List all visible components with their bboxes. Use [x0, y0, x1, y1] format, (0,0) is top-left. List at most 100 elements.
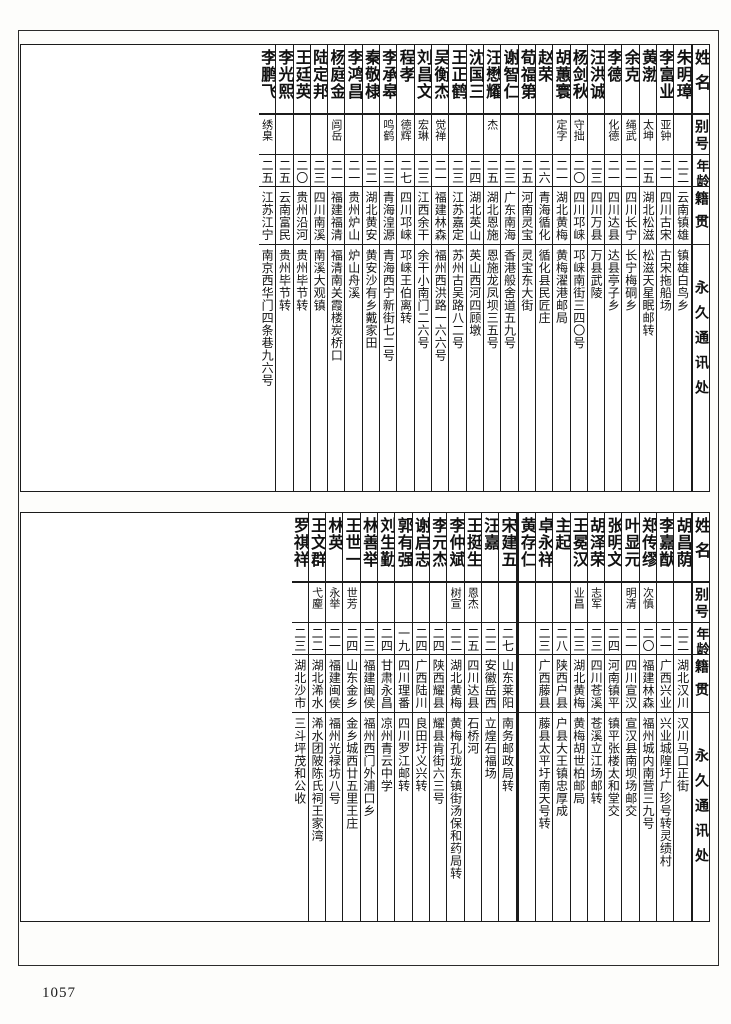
- person-alias: [535, 583, 553, 623]
- person-name: 王正鹤: [449, 45, 466, 115]
- row-label-origin-text: 籍贯: [692, 659, 709, 705]
- spacer-column: [515, 513, 517, 921]
- person-age-text: 二五: [465, 627, 480, 652]
- person-origin-text: 四川万县: [589, 191, 604, 241]
- person-column: 李嘉猷 二一 广西兴业 兴业城隍圩广珍号转灵绩村: [656, 513, 674, 921]
- person-address: 四川罗江邮转: [395, 713, 411, 921]
- person-age-text: 二五: [485, 159, 500, 184]
- person-address-text: 户县大王镇忠厚成: [554, 717, 569, 817]
- person-name: 王世一: [343, 513, 360, 583]
- person-age: 二〇: [293, 155, 310, 187]
- person-age-text: 二四: [431, 627, 446, 652]
- person-address: 南京西华门四条巷九六号: [259, 245, 275, 491]
- person-alias-text: 永举: [327, 587, 341, 609]
- person-age-text: 二七: [398, 159, 413, 184]
- person-origin-text: 湖北浠水: [310, 659, 325, 709]
- person-column: 黄存仁: [517, 513, 535, 921]
- person-age-text: 二三: [312, 159, 327, 184]
- person-origin: 福建林森: [639, 655, 657, 713]
- person-address: 福州城内南营三九号: [640, 713, 656, 921]
- person-age: 二五: [258, 155, 276, 187]
- person-address-text: 黄安沙有乡戴家田: [364, 249, 379, 349]
- person-age: 二三: [535, 623, 553, 655]
- person-alias: 闾岳: [328, 115, 345, 155]
- person-alias: 亚钟: [657, 115, 674, 155]
- person-alias-text: 次慎: [641, 587, 655, 609]
- person-age: 二二: [481, 623, 499, 655]
- person-address-text: 炉山舟溪: [346, 249, 361, 299]
- person-name-text: 郑传缪: [639, 517, 657, 568]
- person-address-text: 南京西华门四条巷九六号: [260, 249, 275, 387]
- person-name: 黄渤: [639, 45, 657, 115]
- person-origin: 江苏江宁: [258, 187, 276, 245]
- person-address-text: 长宁梅硐乡: [623, 249, 638, 312]
- person-address-text: 达县亭子乡: [606, 249, 621, 312]
- person-origin-text: 青海湟源: [381, 191, 396, 241]
- person-address: 黄梅濯港邮局: [553, 245, 569, 491]
- person-column: 赵荣 二六 青海循化 循化县民匠庄: [534, 45, 553, 491]
- person-address-text: 黄梅胡世柏邮局: [571, 717, 586, 805]
- person-column: 杨剑秋 守拙 二〇 四川邛崃 邛崃南街三四〇号: [569, 45, 587, 491]
- person-column: 王文群 弋麈 二二 湖北浠水 浠水团陂陈氏祠王家湾: [307, 513, 326, 921]
- person-age: [518, 623, 535, 655]
- row-label-origin: 籍贯: [692, 187, 709, 245]
- person-address: 浠水团陂陈氏祠王家湾: [309, 713, 325, 921]
- person-alias: [378, 583, 395, 623]
- person-name-text: 胡蕙寰: [553, 49, 570, 100]
- person-origin-text: 四川达县: [465, 659, 480, 709]
- person-age: 二二: [447, 623, 464, 655]
- person-name: 杨庭金: [328, 45, 345, 115]
- person-name-text: 李嘉猷: [657, 517, 674, 568]
- person-alias: [276, 115, 293, 155]
- person-alias-text: 世芳: [345, 587, 359, 609]
- person-age-text: 二〇: [641, 627, 656, 652]
- person-age-text: 二三: [502, 159, 517, 184]
- person-origin: 四川古宋: [657, 187, 674, 245]
- person-age-text: 二四: [379, 627, 394, 652]
- person-address: 福州光禄坊八号: [326, 713, 342, 921]
- person-address-text: 苏州古吴路八二号: [450, 249, 465, 349]
- person-name-text: 杨剑秋: [570, 49, 587, 100]
- row-label-address: 永久通讯处: [693, 245, 709, 491]
- person-alias: 志军: [587, 583, 605, 623]
- person-origin-text: 福建闽侯: [327, 659, 342, 709]
- person-name-text: 李仲斌: [447, 517, 464, 568]
- person-name-text: 胡昌荫: [674, 517, 691, 568]
- person-origin: 青海湟源: [380, 187, 397, 245]
- person-name-text: 王正鹤: [449, 49, 466, 100]
- person-address: 青海西宁新街七二号: [380, 245, 396, 491]
- person-column: 罗祺祥 二三 湖北沙市 三斗坪茂和公收: [291, 513, 308, 921]
- person-origin: 湖北恩施: [483, 187, 501, 245]
- person-column: 荀福第 二五 河南灵宝 灵宝东大街: [517, 45, 535, 491]
- person-alias: [518, 115, 535, 155]
- page-number: 1057: [42, 985, 76, 1001]
- row-label-age-text: 年龄: [693, 159, 709, 187]
- person-address-text: 石桥河: [465, 717, 480, 755]
- person-age-text: 二四: [413, 627, 428, 652]
- row-label-address-text: 永久通讯处: [692, 280, 709, 405]
- person-age-text: 二二: [675, 627, 690, 652]
- person-name: 林英: [326, 513, 343, 583]
- person-name: 李鹏飞: [258, 45, 276, 115]
- person-age-text: 二一: [623, 159, 638, 184]
- person-age-text: 二四: [467, 159, 482, 184]
- person-name: 赵荣: [535, 45, 553, 115]
- person-alias: 树宣: [447, 583, 464, 623]
- person-name: 李仲斌: [447, 513, 464, 583]
- person-origin: 四川宣汉: [622, 655, 639, 713]
- person-name: 张明文: [605, 513, 622, 583]
- person-origin-text: 湖北沙市: [292, 659, 307, 709]
- person-address: 恩施龙凤坝三五号: [484, 245, 500, 491]
- person-origin-text: 湖北汉川: [675, 659, 690, 709]
- person-origin: 四川万县: [587, 187, 605, 245]
- person-alias: [535, 115, 553, 155]
- person-column: 刘生勤 二四 甘肃永昌 凉州青云中学: [377, 513, 395, 921]
- person-address-text: 耀县肯街六三号: [431, 717, 446, 805]
- person-column: 李元杰 二四 陕西耀县 耀县肯街六三号: [429, 513, 447, 921]
- person-address: 贵州毕节转: [276, 245, 292, 491]
- person-age-text: 二一: [329, 159, 344, 184]
- person-origin-text: 湖北黄安: [364, 191, 379, 241]
- person-origin-text: 贵州炉山: [346, 191, 361, 241]
- person-alias-text: 闾岳: [329, 119, 343, 141]
